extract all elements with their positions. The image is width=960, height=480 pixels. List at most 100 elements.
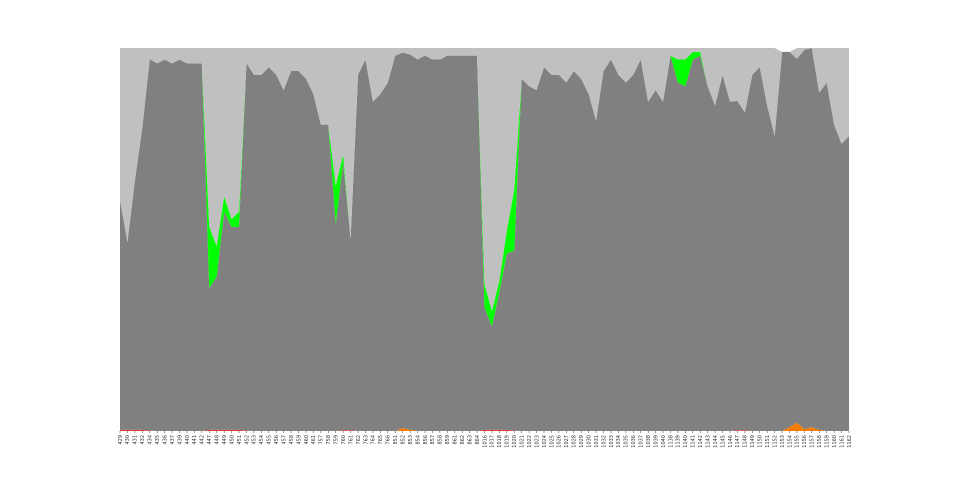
x-tick-label: 1149 xyxy=(750,435,756,448)
x-tick-label: 440 xyxy=(185,435,191,445)
series-area-4 xyxy=(120,48,849,312)
x-tick-label: 1145 xyxy=(720,435,726,448)
x-tick-label: 1152 xyxy=(772,435,778,448)
x-tick-label: 1026 xyxy=(557,435,563,448)
x-tick-label: 861 xyxy=(453,435,459,445)
x-tick-label: 764 xyxy=(371,435,377,445)
x-tick-label: 1156 xyxy=(802,435,808,448)
x-tick-label: 461 xyxy=(311,435,317,445)
x-tick-label: 762 xyxy=(356,435,362,445)
x-tick-label: 429 xyxy=(118,435,124,445)
x-tick-label: 864 xyxy=(475,435,481,445)
x-tick-label: 437 xyxy=(170,435,176,445)
x-tick-label: 1144 xyxy=(713,435,719,448)
x-tick-label: 1019 xyxy=(505,435,511,448)
x-tick-label: 1139 xyxy=(676,435,682,448)
x-tick-label: 1017 xyxy=(490,435,496,448)
x-tick-label: 1028 xyxy=(572,435,578,448)
x-tick-label: 1039 xyxy=(653,435,659,448)
series-area-0 xyxy=(120,429,849,431)
x-tick-label: 458 xyxy=(289,435,295,445)
x-tick-label: 449 xyxy=(222,435,228,445)
x-tick-label: 859 xyxy=(445,435,451,445)
x-tick-label: 1141 xyxy=(691,435,697,448)
x-tick-label: 1143 xyxy=(705,435,711,448)
x-tick-label: 450 xyxy=(229,435,235,445)
x-tick-label: 1033 xyxy=(609,435,615,448)
x-tick-label: 1016 xyxy=(482,435,488,448)
x-tick-label: 757 xyxy=(319,435,325,445)
x-tick-label: 853 xyxy=(408,435,414,445)
x-tick-label: 1020 xyxy=(512,435,518,448)
x-tick-label: 856 xyxy=(423,435,429,445)
x-tick-label: 460 xyxy=(304,435,310,445)
x-tick-label: 1018 xyxy=(497,435,503,448)
x-tick-label: 1140 xyxy=(683,435,689,448)
x-tick-label: 763 xyxy=(363,435,369,445)
x-tick-label: 1027 xyxy=(564,435,570,448)
x-tick-label: 1155 xyxy=(795,435,801,448)
x-tick-label: 1031 xyxy=(594,435,600,448)
x-tick-label: 1142 xyxy=(698,435,704,448)
x-axis-tick-labels: 429 430 431 432 434 435 436 437 439 440 441 442 447 4… xyxy=(118,431,853,448)
x-tick-label: 1161 xyxy=(839,435,845,448)
x-tick-label: 439 xyxy=(177,435,183,445)
x-tick-label: 852 xyxy=(400,435,406,445)
x-tick-label: 863 xyxy=(467,435,473,445)
x-tick-label: 434 xyxy=(148,435,154,445)
x-tick-label: 765 xyxy=(378,435,384,445)
x-tick-label: 454 xyxy=(259,435,265,445)
x-tick-label: 1153 xyxy=(780,435,786,448)
x-tick-label: 441 xyxy=(192,435,198,445)
x-tick-label: 451 xyxy=(237,435,243,445)
x-tick-label: 1023 xyxy=(534,435,540,448)
x-tick-label: 435 xyxy=(155,435,161,445)
x-tick-label: 1147 xyxy=(735,435,741,448)
x-tick-label: 1038 xyxy=(646,435,652,448)
x-tick-label: 1159 xyxy=(824,435,830,448)
x-tick-label: 436 xyxy=(162,435,168,445)
x-tick-label: 1150 xyxy=(758,435,764,448)
x-tick-label: 858 xyxy=(438,435,444,445)
x-tick-label: 448 xyxy=(215,435,221,445)
x-tick-label: 456 xyxy=(274,435,280,445)
x-tick-label: 1030 xyxy=(586,435,592,448)
x-tick-label: 457 xyxy=(281,435,287,445)
x-tick-label: 1148 xyxy=(743,435,749,448)
x-tick-label: 1146 xyxy=(728,435,734,448)
x-tick-label: 455 xyxy=(267,435,273,445)
x-tick-label: 1024 xyxy=(542,435,548,448)
x-tick-label: 760 xyxy=(341,435,347,445)
x-tick-label: 761 xyxy=(348,435,354,445)
x-tick-label: 862 xyxy=(460,435,466,445)
x-tick-label: 430 xyxy=(125,435,131,445)
x-tick-label: 432 xyxy=(140,435,146,445)
x-tick-label: 1151 xyxy=(765,435,771,448)
series-areas xyxy=(120,48,849,431)
x-tick-label: 1158 xyxy=(817,435,823,448)
x-tick-label: 857 xyxy=(430,435,436,445)
x-tick-label: 1021 xyxy=(519,435,525,448)
x-tick-label: 447 xyxy=(207,435,213,445)
x-tick-label: 1157 xyxy=(810,435,816,448)
x-tick-label: 459 xyxy=(296,435,302,445)
x-tick-label: 1160 xyxy=(832,435,838,448)
series-area-2 xyxy=(120,48,849,431)
x-tick-label: 766 xyxy=(386,435,392,445)
x-tick-label: 1035 xyxy=(624,435,630,448)
x-tick-label: 851 xyxy=(393,435,399,445)
x-tick-label: 759 xyxy=(334,435,340,445)
x-tick-label: 1154 xyxy=(787,435,793,448)
x-tick-label: 1022 xyxy=(527,435,533,448)
x-tick-label: 442 xyxy=(200,435,206,445)
x-tick-label: 1040 xyxy=(661,435,667,448)
x-tick-label: 1029 xyxy=(579,435,585,448)
x-tick-label: 1037 xyxy=(639,435,645,448)
x-tick-label: 1138 xyxy=(668,435,674,448)
x-tick-label: 758 xyxy=(326,435,332,445)
x-tick-label: 1034 xyxy=(616,435,622,448)
x-tick-label: 854 xyxy=(415,435,421,445)
x-tick-label: 1025 xyxy=(549,435,555,448)
